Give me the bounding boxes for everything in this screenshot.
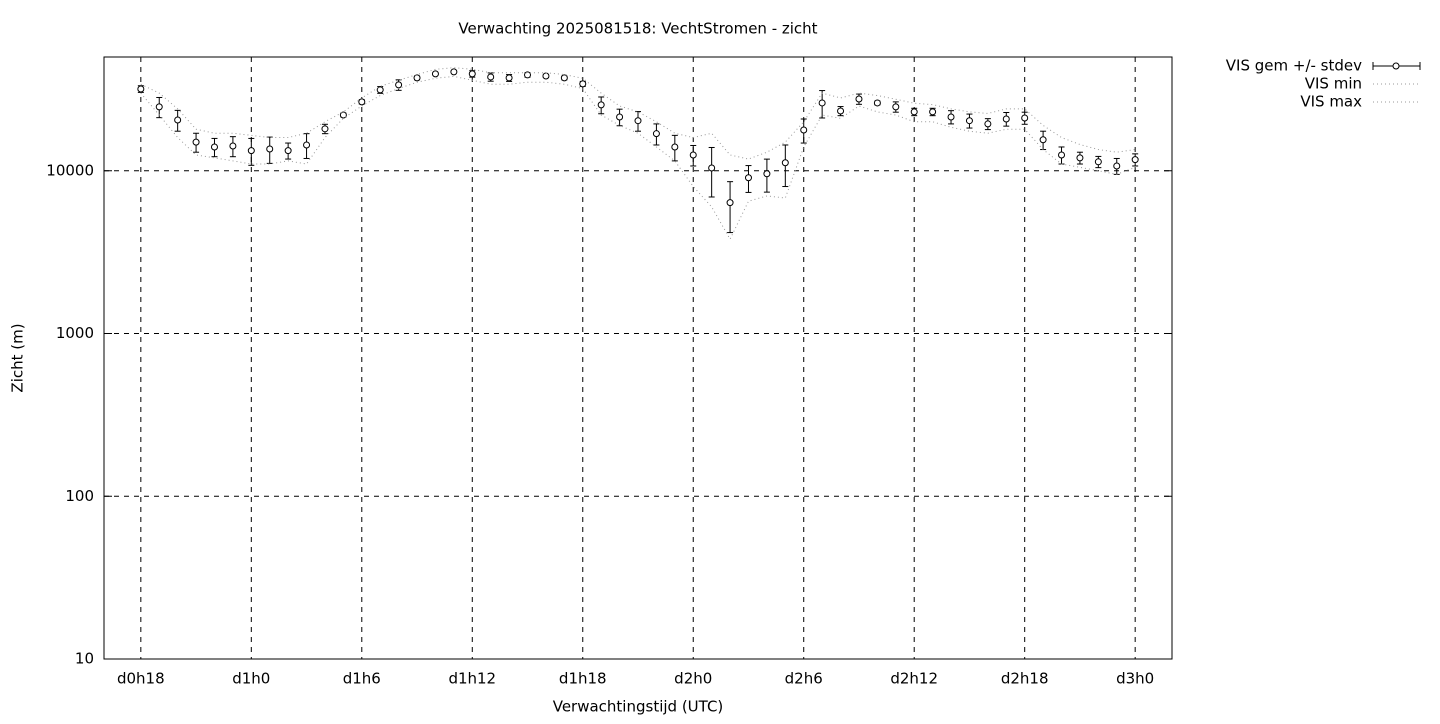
point — [1131, 156, 1139, 164]
point — [284, 147, 292, 155]
point — [818, 99, 826, 107]
point — [1094, 158, 1102, 166]
point — [210, 143, 218, 151]
point — [616, 113, 624, 121]
point — [542, 72, 550, 80]
point — [929, 108, 937, 116]
point — [947, 113, 955, 121]
point — [1113, 162, 1121, 170]
point — [229, 142, 237, 150]
point — [192, 138, 200, 146]
point — [634, 117, 642, 125]
legend-label: VIS max — [1300, 93, 1362, 111]
point — [781, 159, 789, 167]
y-tick-label: 1000 — [56, 324, 94, 342]
x-tick-label: d1h6 — [343, 670, 381, 688]
point — [468, 70, 476, 78]
legend-label: VIS min — [1305, 75, 1362, 93]
point — [597, 101, 605, 109]
point — [266, 145, 274, 153]
point — [671, 143, 679, 151]
point — [174, 116, 182, 124]
point — [965, 117, 973, 125]
plot-frame — [103, 56, 1173, 660]
point — [524, 71, 532, 79]
point — [708, 164, 716, 172]
legend-label: VIS gem +/- stdev — [1226, 57, 1362, 75]
point — [744, 174, 752, 182]
x-tick-label: d3h0 — [1116, 670, 1154, 688]
point — [910, 108, 918, 116]
point — [984, 120, 992, 128]
error-bar — [727, 181, 734, 234]
point — [321, 125, 329, 133]
point — [487, 73, 495, 81]
point — [855, 95, 863, 103]
x-tick-label: d0h18 — [117, 670, 165, 688]
y-tick-label: 100 — [65, 487, 94, 505]
x-tick-label: d2h12 — [890, 670, 938, 688]
point — [137, 85, 145, 93]
x-tick-label: d2h6 — [785, 670, 823, 688]
x-tick-label: d1h0 — [232, 670, 270, 688]
point — [579, 80, 587, 88]
x-tick-label: d2h0 — [674, 670, 712, 688]
point — [1002, 115, 1010, 123]
x-axis-label: Verwachtingstijd (UTC) — [553, 698, 724, 716]
point — [873, 99, 881, 107]
point — [431, 70, 439, 78]
y-axis-label: Zicht (m) — [9, 323, 27, 392]
point — [376, 86, 384, 94]
y-tick-label: 10 — [75, 650, 94, 668]
y-tick-label: 10000 — [46, 161, 94, 179]
point — [339, 111, 347, 119]
point — [726, 199, 734, 207]
line — [140, 75, 1136, 241]
point — [505, 74, 513, 82]
point — [1021, 114, 1029, 122]
point — [155, 103, 163, 111]
point — [358, 98, 366, 106]
point — [652, 130, 660, 138]
point — [892, 103, 900, 111]
point — [800, 126, 808, 134]
point — [395, 81, 403, 89]
x-tick-label: d1h12 — [448, 670, 496, 688]
point — [837, 107, 845, 115]
x-tick-label: d1h18 — [559, 670, 607, 688]
point — [1076, 154, 1084, 162]
chart-title: Verwachting 2025081518: VechtStromen - z… — [458, 20, 817, 38]
point — [247, 147, 255, 155]
point — [450, 68, 458, 76]
point — [1058, 151, 1066, 159]
point — [763, 170, 771, 178]
point — [303, 141, 311, 149]
point — [413, 74, 421, 82]
point — [1039, 136, 1047, 144]
point — [560, 74, 568, 82]
point — [689, 151, 697, 159]
error-bar — [708, 146, 715, 198]
x-tick-label: d2h18 — [1001, 670, 1049, 688]
legend-swatch — [1392, 62, 1400, 70]
